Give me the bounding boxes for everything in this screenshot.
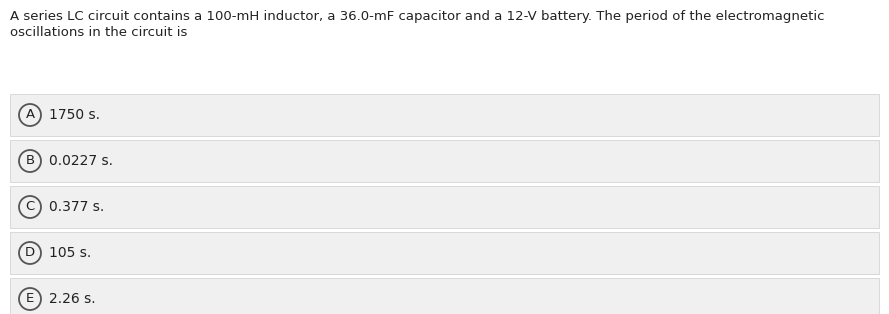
Text: E: E xyxy=(26,293,34,306)
Text: 2.26 s.: 2.26 s. xyxy=(49,292,96,306)
Text: A: A xyxy=(26,109,35,122)
Text: oscillations in the circuit is: oscillations in the circuit is xyxy=(10,26,188,39)
FancyBboxPatch shape xyxy=(10,232,879,274)
Text: 0.377 s.: 0.377 s. xyxy=(49,200,104,214)
FancyBboxPatch shape xyxy=(10,140,879,182)
Text: 0.0227 s.: 0.0227 s. xyxy=(49,154,113,168)
FancyBboxPatch shape xyxy=(10,94,879,136)
Text: 1750 s.: 1750 s. xyxy=(49,108,100,122)
Text: D: D xyxy=(25,246,35,259)
Circle shape xyxy=(19,196,41,218)
FancyBboxPatch shape xyxy=(10,278,879,314)
Text: B: B xyxy=(26,154,35,167)
Text: C: C xyxy=(26,201,35,214)
FancyBboxPatch shape xyxy=(10,186,879,228)
Text: A series LC circuit contains a 100-mH inductor, a 36.0-mF capacitor and a 12-V b: A series LC circuit contains a 100-mH in… xyxy=(10,10,824,23)
Circle shape xyxy=(19,150,41,172)
Circle shape xyxy=(19,242,41,264)
Circle shape xyxy=(19,288,41,310)
Text: 105 s.: 105 s. xyxy=(49,246,92,260)
Circle shape xyxy=(19,104,41,126)
